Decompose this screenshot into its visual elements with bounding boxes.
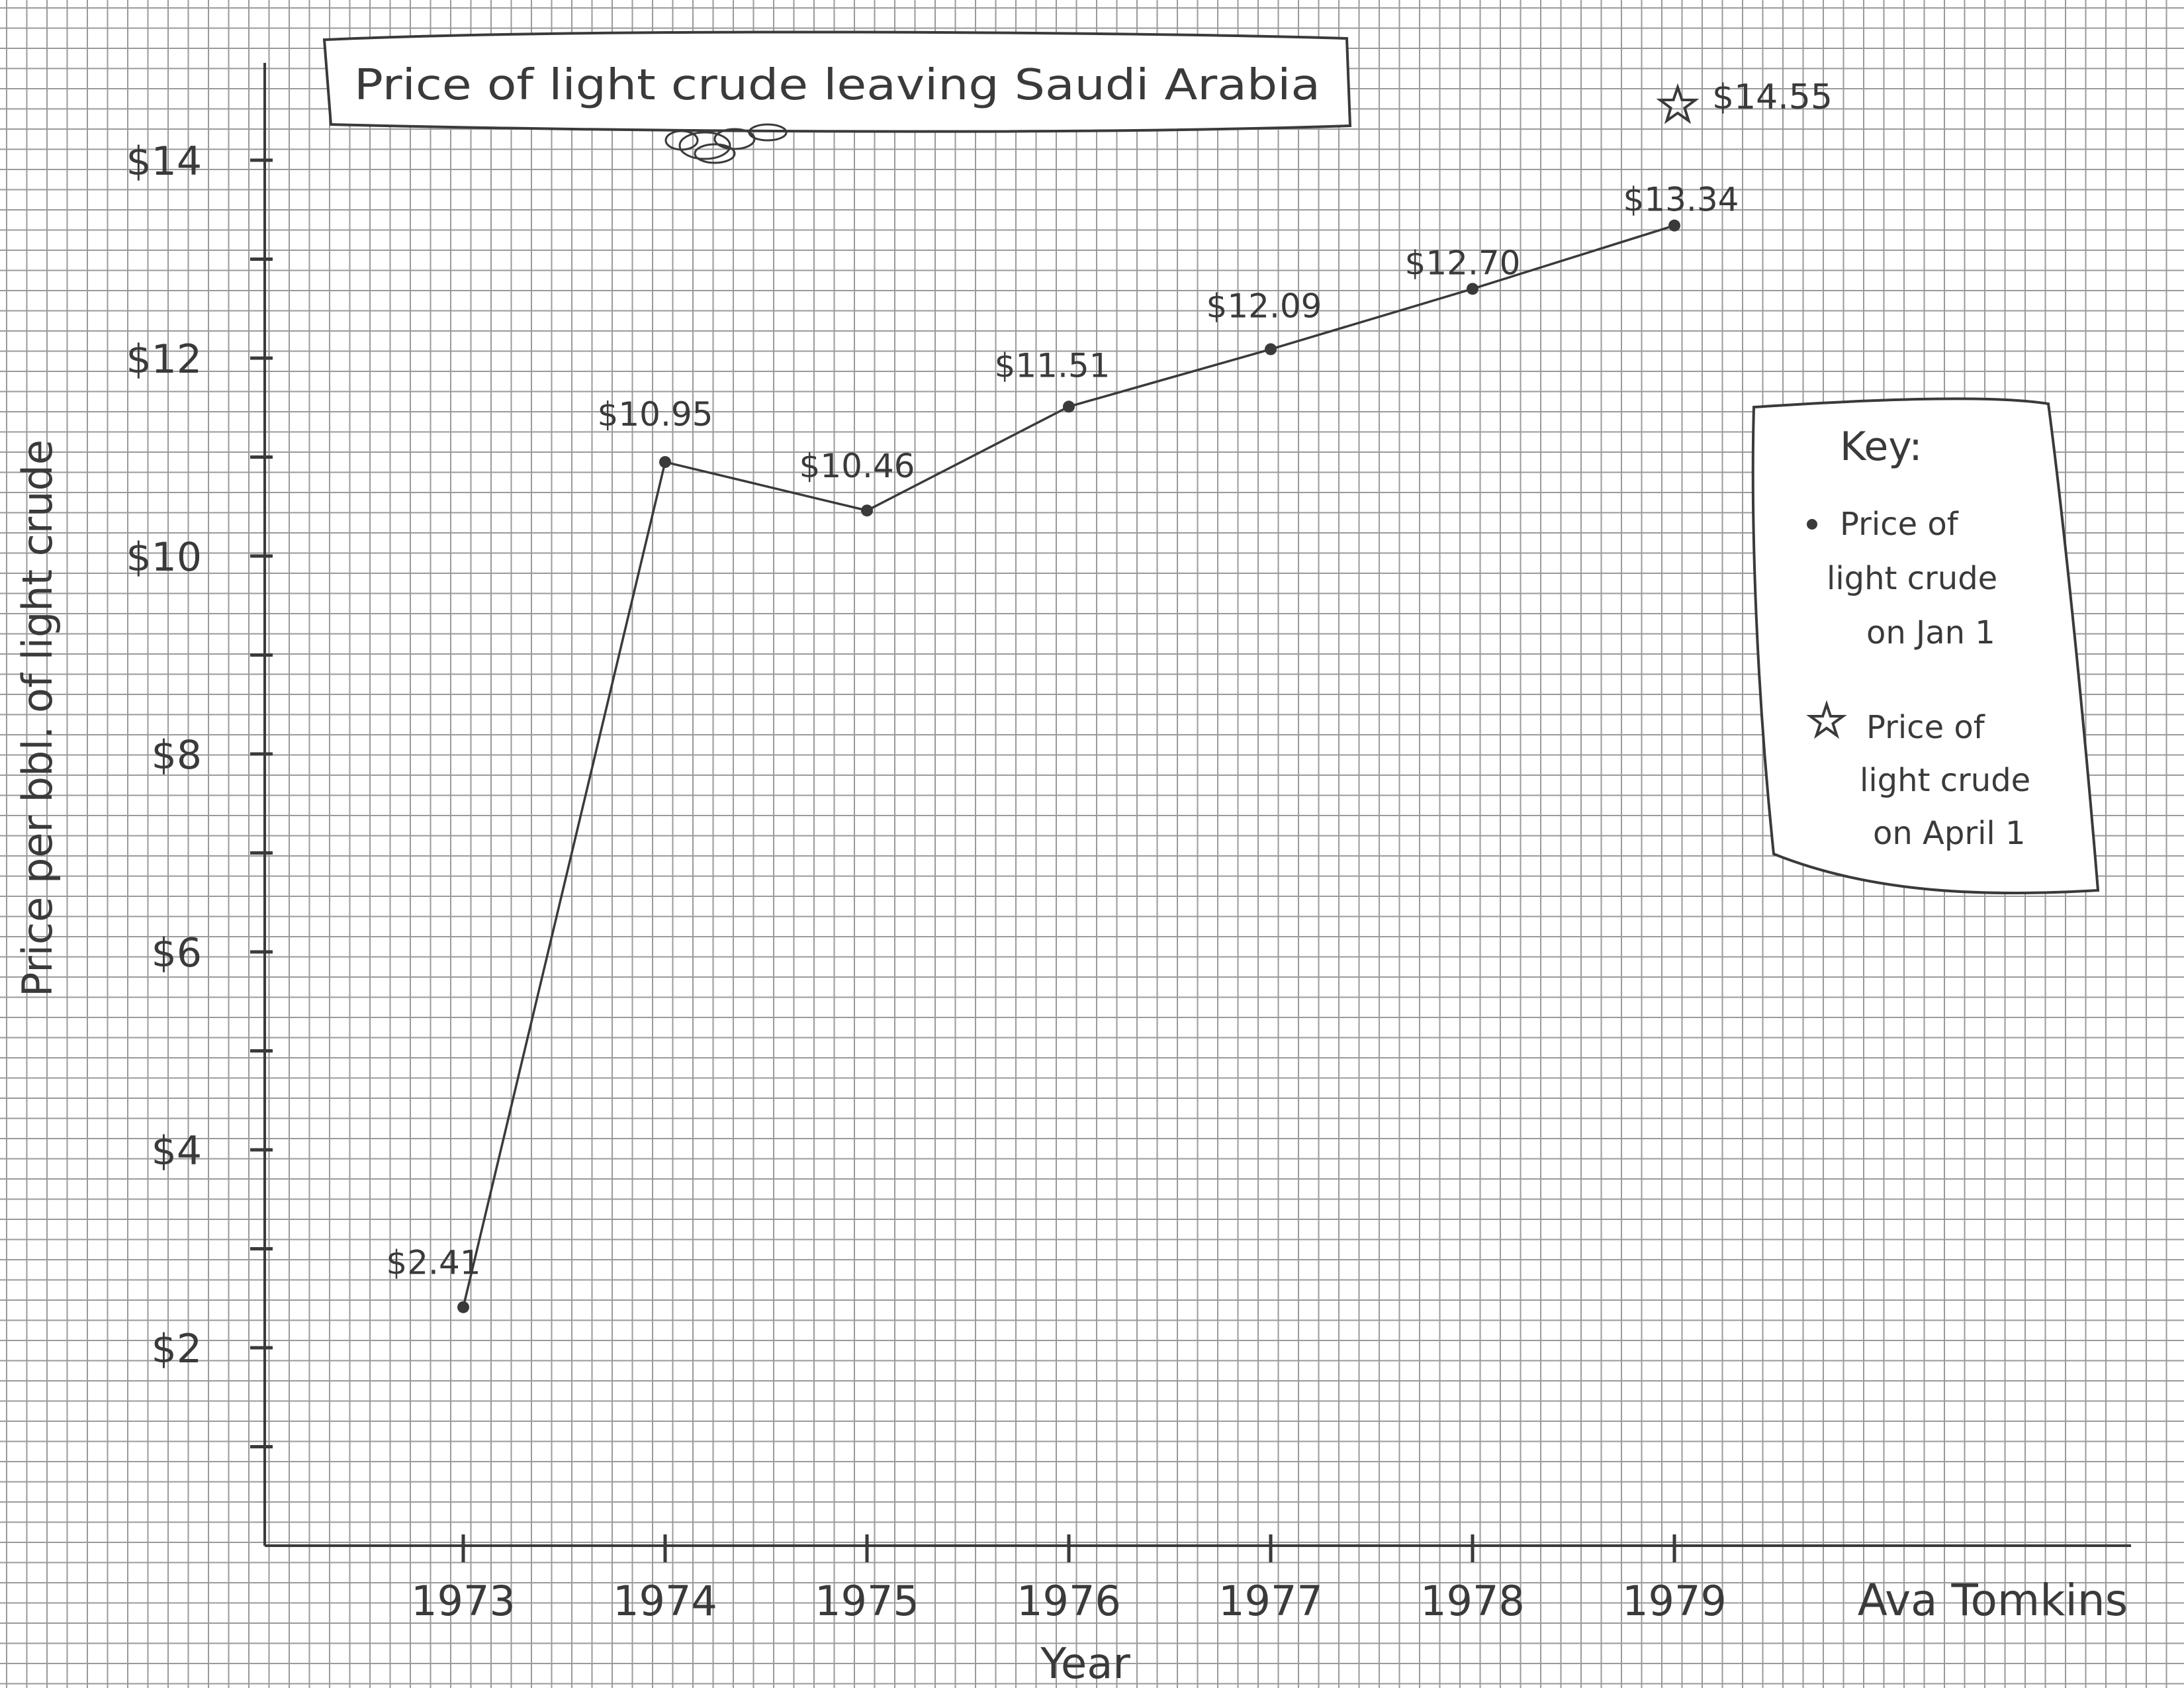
- legend-entry-jan: Price of light crude on Jan 1: [1827, 506, 2007, 651]
- axes: [263, 63, 2131, 1547]
- data-label: $10.95: [598, 395, 713, 434]
- y-tick-label: $12: [126, 336, 202, 383]
- data-label: $10.46: [799, 447, 915, 485]
- x-tick-label: 1977: [1218, 1577, 1323, 1625]
- data-label: $12.09: [1206, 287, 1322, 326]
- y-tick-label: $10: [126, 534, 202, 581]
- y-axis-ticks: $2 $4 $6 $8 $10 $12 $14: [126, 138, 273, 1448]
- y-tick-label: $4: [152, 1128, 202, 1174]
- legend: Key: Price of light crude on Jan 1 Price…: [1751, 397, 2100, 895]
- data-point: [659, 455, 671, 468]
- chart-title: Price of light crude leaving Saudi Arabi…: [354, 61, 1320, 110]
- star-data-point: [1656, 83, 1700, 124]
- y-axis-label: Price per bbl. of light crude: [13, 440, 62, 997]
- data-series: $2.41 $10.95 $10.46 $11.51 $12.09 $12.70 $13.3…: [386, 77, 1833, 1313]
- x-axis-ticks: 1973 1974 1975 1976 1977 1978 1979: [411, 1534, 1727, 1625]
- data-point: [1063, 400, 1075, 413]
- y-tick-label: $14: [126, 138, 202, 185]
- data-label: $13.34: [1623, 181, 1739, 219]
- y-tick-label: $2: [152, 1326, 202, 1372]
- legend-entry-april: Price of light crude on April 1: [1860, 709, 2040, 852]
- x-tick-label: 1976: [1017, 1577, 1121, 1625]
- x-tick-label: 1973: [411, 1577, 516, 1625]
- data-label: $2.41: [386, 1244, 480, 1282]
- data-label: $11.51: [995, 346, 1111, 385]
- signature: Ava Tomkins: [1858, 1575, 2128, 1626]
- legend-dot-marker: [1807, 519, 1817, 530]
- y-tick-label: $8: [152, 732, 202, 778]
- x-tick-label: 1975: [815, 1577, 919, 1625]
- x-tick-label: 1978: [1420, 1577, 1525, 1625]
- legend-frame: [1751, 397, 2100, 895]
- title-frame: [322, 30, 1352, 133]
- data-point: [861, 504, 873, 517]
- x-tick-label: 1979: [1622, 1577, 1727, 1625]
- legend-star-marker: [1806, 700, 1847, 739]
- scribble-mark: [664, 123, 788, 164]
- data-label: $12.70: [1405, 244, 1521, 282]
- y-tick-label: $6: [152, 930, 202, 976]
- data-point: [1265, 343, 1277, 355]
- data-point: [1467, 283, 1479, 295]
- star-data-label: $14.55: [1712, 77, 1833, 117]
- data-point: [457, 1301, 469, 1313]
- x-axis-label: Year: [1040, 1640, 1130, 1688]
- x-tick-label: 1974: [613, 1577, 717, 1625]
- data-point: [1668, 219, 1680, 232]
- title-box: Price of light crude leaving Saudi Arabi…: [322, 30, 1352, 133]
- legend-title: Key:: [1840, 424, 1923, 470]
